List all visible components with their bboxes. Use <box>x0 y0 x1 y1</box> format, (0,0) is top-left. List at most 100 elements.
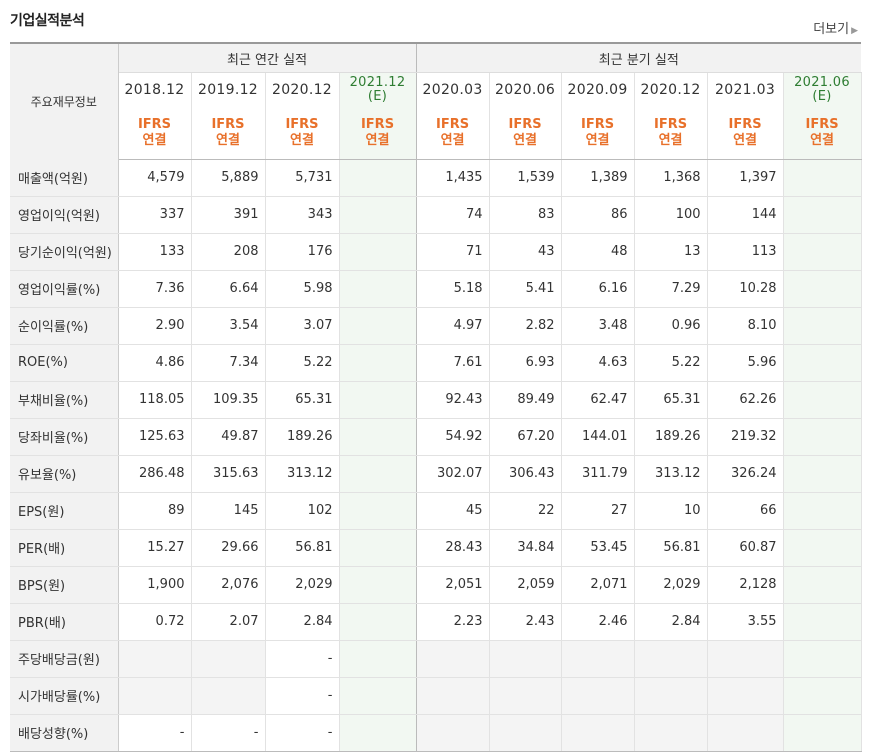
table-cell: 0.72 <box>118 603 192 641</box>
table-cell <box>783 603 862 641</box>
table-cell: 5,731 <box>265 159 340 197</box>
table-cell <box>707 677 784 715</box>
table-cell: 60.87 <box>707 529 784 567</box>
table-cell: 89.49 <box>489 380 562 419</box>
table-cell: 4.97 <box>416 307 490 345</box>
accounting-basis-header: IFRS 연결 <box>118 107 192 160</box>
table-cell: 67.20 <box>489 418 562 456</box>
table-cell: 8.10 <box>707 307 784 345</box>
table-cell: - <box>265 714 340 752</box>
table-row: 매출액(억원) 4,579 5,889 5,731 1,435 1,539 1,389 1,3… <box>10 159 862 197</box>
table-cell: 219.32 <box>707 418 784 456</box>
table-cell: 49.87 <box>191 418 266 456</box>
period-header: 2020.06 <box>489 72 562 107</box>
table-row: 순이익률(%) 2.90 3.54 3.07 4.97 2.82 3.48 0.96 8.10 <box>10 307 862 345</box>
table-cell <box>707 639 784 678</box>
table-cell: 176 <box>265 233 340 271</box>
table-cell: 306.43 <box>489 455 562 493</box>
period-label: 2018.12 <box>124 82 185 98</box>
table-cell <box>339 233 417 271</box>
table-cell <box>339 455 417 493</box>
table-cell: 53.45 <box>561 529 635 567</box>
table-cell: 113 <box>707 233 784 271</box>
table-cell: 43 <box>489 233 562 271</box>
financial-summary-table: 주요재무정보 최근 연간 실적 최근 분기 실적 2018.12 2019.12 2… <box>10 42 862 752</box>
table-cell: 66 <box>707 491 784 530</box>
table-cell: 125.63 <box>118 418 192 456</box>
table-cell <box>339 639 417 678</box>
table-row: 당기순이익(억원) 133 208 176 71 43 48 13 113 <box>10 233 862 271</box>
period-header: 2019.12 <box>191 72 266 107</box>
row-label: ROE(%) <box>10 344 119 382</box>
ifrs-label: IFRS <box>580 117 615 132</box>
table-cell: 133 <box>118 233 192 271</box>
table-cell: 2.84 <box>265 603 340 641</box>
table-cell: 337 <box>118 196 192 234</box>
table-cell: 74 <box>416 196 490 234</box>
table-cell <box>783 639 862 678</box>
table-cell: 2,076 <box>191 566 266 604</box>
row-label: 유보율(%) <box>10 455 119 493</box>
table-cell <box>783 677 862 715</box>
table-cell <box>339 159 417 197</box>
table-cell: 313.12 <box>265 455 340 493</box>
table-cell: 15.27 <box>118 529 192 567</box>
table-cell: 2,029 <box>634 566 708 604</box>
table-cell: 2,071 <box>561 566 635 604</box>
table-cell: 65.31 <box>265 380 340 419</box>
ifrs-label: IFRS <box>211 117 245 132</box>
table-cell: 1,368 <box>634 159 708 197</box>
accounting-basis-header: IFRS 연결 <box>634 107 708 160</box>
table-cell: 5.22 <box>265 344 340 382</box>
table-cell <box>783 714 862 752</box>
table-cell <box>783 566 862 604</box>
table-cell: 2.90 <box>118 307 192 345</box>
table-cell: 2.07 <box>191 603 266 641</box>
chevron-right-icon: ▶ <box>851 26 858 36</box>
row-label: 영업이익률(%) <box>10 269 119 308</box>
table-cell: 2,051 <box>416 566 490 604</box>
table-cell: 83 <box>489 196 562 234</box>
period-header: 2021.12 (E) <box>339 72 417 107</box>
table-cell: 1,389 <box>561 159 635 197</box>
row-label: 주당배당금(원) <box>10 639 119 678</box>
table-row: 유보율(%) 286.48 315.63 313.12 302.07 306.43 311.… <box>10 455 862 493</box>
ifrs-label: IFRS <box>435 117 470 132</box>
table-cell: 6.16 <box>561 269 635 308</box>
table-cell: 62.47 <box>561 380 635 419</box>
table-cell <box>339 307 417 345</box>
table-cell: 6.64 <box>191 269 266 308</box>
table-cell: 5,889 <box>191 159 266 197</box>
consolidated-label: 연결 <box>658 133 683 148</box>
table-cell: 2,059 <box>489 566 562 604</box>
table-cell: 54.92 <box>416 418 490 456</box>
table-cell <box>339 269 417 308</box>
period-header: 2020.12 <box>265 72 340 107</box>
accounting-basis-header: IFRS 연결 <box>489 107 562 160</box>
table-cell: 100 <box>634 196 708 234</box>
row-label: 배당성향(%) <box>10 714 119 752</box>
row-header-title: 주요재무정보 <box>10 42 119 160</box>
more-link[interactable]: 더보기 ▶ <box>813 18 858 37</box>
table-cell: 5.96 <box>707 344 784 382</box>
table-row: EPS(원) 89 145 102 45 22 27 10 66 <box>10 491 862 530</box>
table-cell: 4.63 <box>561 344 635 382</box>
table-cell <box>783 529 862 567</box>
table-cell: 3.48 <box>561 307 635 345</box>
table-cell: 2,029 <box>265 566 340 604</box>
table-cell: 4,579 <box>118 159 192 197</box>
period-header: 2020.09 <box>561 72 635 107</box>
row-label: PER(배) <box>10 529 119 567</box>
period-header: 2018.12 <box>118 72 192 107</box>
row-label: 영업이익(억원) <box>10 196 119 234</box>
table-cell <box>783 269 862 308</box>
table-cell <box>118 677 192 715</box>
table-cell <box>783 307 862 345</box>
consolidated-label: 연결 <box>585 133 610 148</box>
ifrs-label: IFRS <box>805 117 839 132</box>
table-cell <box>783 380 862 419</box>
consolidated-label: 연결 <box>440 133 465 148</box>
table-cell <box>416 677 490 715</box>
row-label: 매출액(억원) <box>10 159 119 197</box>
table-cell: 48 <box>561 233 635 271</box>
